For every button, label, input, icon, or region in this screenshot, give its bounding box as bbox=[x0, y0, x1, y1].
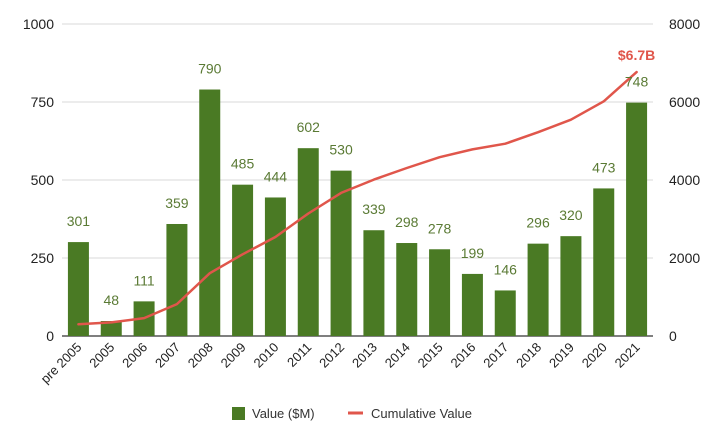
x-axis-tick-label: 2010 bbox=[250, 340, 281, 371]
annotation-total: $6.7B bbox=[618, 47, 655, 63]
cumulative-line-layer bbox=[77, 70, 638, 326]
right-axis-tick-label: 6000 bbox=[669, 94, 700, 110]
legend-swatch-value bbox=[232, 407, 245, 420]
x-axis-tick-label: 2016 bbox=[447, 340, 478, 371]
data-label: 748 bbox=[625, 74, 649, 90]
right-axis-tick-label: 8000 bbox=[669, 16, 700, 32]
bar bbox=[67, 242, 89, 336]
data-label: 444 bbox=[264, 168, 288, 184]
bar bbox=[264, 197, 286, 336]
x-axis-tick-label: 2019 bbox=[546, 340, 577, 371]
x-axis-tick-label: 2006 bbox=[119, 340, 150, 371]
bar bbox=[166, 223, 188, 336]
left-axis-tick-label: 0 bbox=[46, 328, 54, 344]
x-axis-ticks: pre 2005 2005 2006 2007 2008 2009 2010 2011 2012… bbox=[38, 340, 643, 387]
data-label: 111 bbox=[133, 272, 154, 288]
x-axis-tick-label: 2009 bbox=[218, 340, 249, 371]
data-label: 530 bbox=[329, 142, 353, 158]
x-axis-tick-label: 2015 bbox=[415, 340, 446, 371]
left-axis-tick-label: 750 bbox=[31, 94, 55, 110]
cumulative-line bbox=[77, 70, 638, 326]
bar bbox=[494, 290, 516, 336]
legend: Value ($M) Cumulative Value bbox=[232, 406, 472, 421]
left-axis-tick-label: 250 bbox=[31, 250, 55, 266]
gridlines bbox=[62, 23, 653, 337]
bar bbox=[560, 236, 582, 336]
legend-label-cumulative: Cumulative Value bbox=[371, 406, 472, 421]
right-axis-tick-label: 2000 bbox=[669, 250, 700, 266]
data-label: 278 bbox=[428, 220, 452, 236]
bar bbox=[429, 249, 451, 336]
x-axis-tick-label: 2020 bbox=[579, 340, 610, 371]
data-label: 48 bbox=[103, 292, 119, 308]
bar bbox=[199, 89, 221, 337]
bar bbox=[232, 184, 254, 336]
x-axis-tick-label: 2013 bbox=[349, 340, 380, 371]
data-label: 298 bbox=[395, 214, 419, 230]
data-label: 485 bbox=[231, 156, 255, 172]
legend-label-value: Value ($M) bbox=[252, 406, 315, 421]
left-axis-ticks: 0 250 500 750 1000 bbox=[23, 16, 54, 344]
data-label: 602 bbox=[297, 119, 321, 135]
data-label: 199 bbox=[461, 245, 485, 261]
bar bbox=[297, 148, 319, 336]
bars bbox=[67, 89, 648, 337]
x-axis-tick-label: pre 2005 bbox=[38, 340, 85, 387]
x-axis-tick-label: 2017 bbox=[480, 340, 511, 371]
right-axis-tick-label: 0 bbox=[669, 328, 677, 344]
data-label: 320 bbox=[559, 207, 583, 223]
bar bbox=[363, 230, 385, 336]
x-axis-tick-label: 2021 bbox=[612, 340, 643, 371]
right-axis-ticks: 0 2000 4000 6000 8000 bbox=[669, 16, 700, 344]
data-label: 790 bbox=[198, 61, 222, 77]
x-axis-tick-label: 2012 bbox=[316, 340, 347, 371]
bar bbox=[527, 243, 549, 336]
left-axis-tick-label: 1000 bbox=[23, 16, 54, 32]
bar bbox=[330, 170, 352, 336]
bar bbox=[593, 188, 615, 336]
data-label: 473 bbox=[592, 159, 616, 175]
bar bbox=[461, 273, 483, 336]
data-labels: 301 48 111 359 790 485 444 602 530 339 298 278 199 14… bbox=[67, 61, 649, 309]
x-axis-tick-label: 2014 bbox=[382, 340, 413, 371]
left-axis-tick-label: 500 bbox=[31, 172, 55, 188]
bar bbox=[100, 321, 122, 336]
right-axis-tick-label: 4000 bbox=[669, 172, 700, 188]
data-label: 146 bbox=[494, 261, 518, 277]
x-axis-tick-label: 2007 bbox=[152, 340, 183, 371]
bar bbox=[396, 243, 418, 336]
data-label: 301 bbox=[67, 213, 91, 229]
x-axis-tick-label: 2005 bbox=[86, 340, 117, 371]
data-label: 359 bbox=[165, 195, 189, 211]
x-axis-tick-label: 2018 bbox=[513, 340, 544, 371]
x-axis-tick-label: 2011 bbox=[284, 340, 314, 370]
data-label: 339 bbox=[362, 201, 386, 217]
x-axis-tick-label: 2008 bbox=[185, 340, 216, 371]
bar bbox=[626, 102, 648, 337]
data-label: 296 bbox=[526, 215, 550, 231]
